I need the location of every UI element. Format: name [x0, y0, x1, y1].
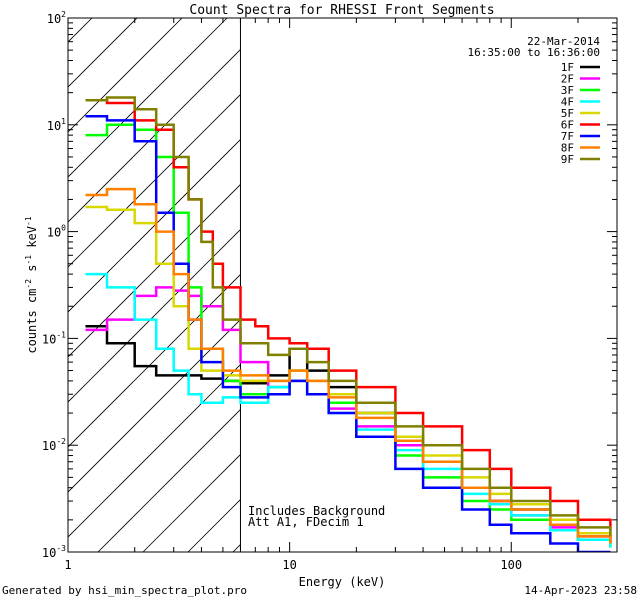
annotation-attenuator: Att A1, FDecim 1 — [248, 515, 364, 529]
y-tick-label-exponent: -1 — [56, 330, 66, 339]
y-tick-label-base: 10 — [42, 546, 56, 560]
y-tick-label-exponent: 0 — [61, 224, 66, 233]
y-tick-label: 100 — [47, 224, 66, 240]
hatch-line — [68, 18, 93, 43]
hatch-line — [68, 48, 241, 223]
hatch-line — [68, 18, 183, 133]
y-tick-label-exponent: -2 — [56, 437, 66, 446]
legend-label-1f: 1F — [561, 61, 574, 74]
legend-label-4f: 4F — [561, 96, 574, 109]
series-line-3f — [85, 123, 612, 548]
y-tick-label-base: 10 — [42, 439, 56, 453]
y-tick-label: 10-1 — [42, 330, 66, 346]
series-line-8f — [85, 187, 612, 544]
series-line-9f — [85, 96, 612, 537]
chart-title: Count Spectra for RHESSI Front Segments — [189, 3, 494, 18]
hatch-line — [0, 0, 113, 552]
legend-label-2f: 2F — [561, 73, 574, 86]
y-tick-label: 101 — [47, 117, 66, 133]
footer-timestamp: 14-Apr-2023 23:58 — [524, 584, 637, 597]
y-tick-label-base: 10 — [47, 12, 61, 26]
y-tick-label-base: 10 — [42, 332, 56, 346]
hatch-line — [68, 18, 138, 88]
y-label-exp-2: -1 — [24, 255, 33, 265]
legend-label-5f: 5F — [561, 107, 574, 120]
y-tick-label: 10-2 — [42, 437, 66, 453]
x-axis-label: Energy (keV) — [299, 575, 386, 589]
legend-label-8f: 8F — [561, 142, 574, 155]
background-hatch-region — [0, 0, 241, 552]
hatch-line — [68, 138, 241, 313]
annotation-background: Includes Background — [248, 504, 385, 518]
y-tick-label-exponent: 2 — [61, 10, 66, 19]
y-label-part-2: s — [25, 265, 39, 279]
y-tick-label-exponent: -3 — [56, 544, 66, 553]
series-lines — [85, 96, 612, 552]
y-tick-label-exponent: 1 — [61, 117, 66, 126]
legend-label-7f: 7F — [561, 130, 574, 143]
hatch-line — [68, 318, 241, 493]
x-tick-label: 1 — [64, 558, 71, 572]
y-label-part-1: counts cm — [25, 289, 39, 354]
y-tick-label: 10-3 — [42, 544, 66, 560]
axis-ticks — [67, 17, 618, 553]
footer-generated-by: Generated by hsi_min_spectra_plot.pro — [2, 584, 247, 597]
series-line-6f — [85, 98, 612, 531]
hatch-line — [68, 18, 228, 178]
y-tick-label-base: 10 — [47, 226, 61, 240]
x-tick-label: 10 — [282, 558, 296, 572]
legend-label-3f: 3F — [561, 84, 574, 97]
x-tick-labels: 1 10 100 — [64, 558, 522, 572]
y-tick-label: 102 — [47, 10, 66, 26]
y-label-part-3: keV — [25, 226, 39, 255]
plot-frame — [67, 17, 618, 553]
date-label: 22-Mar-2014 — [527, 35, 600, 48]
hatch-line — [68, 228, 241, 403]
hatch-line — [97, 408, 241, 552]
hatch-line — [68, 363, 241, 538]
y-label-exp-3: -1 — [24, 216, 33, 226]
series-line-7f — [85, 115, 611, 552]
hatch-line — [68, 93, 241, 268]
x-tick-label: 100 — [500, 558, 522, 572]
y-tick-label-base: 10 — [47, 119, 61, 133]
legend-label-6f: 6F — [561, 119, 574, 132]
y-axis-label: counts cm-2 s-1 keV-1 — [24, 216, 39, 353]
time-range-label: 16:35:00 to 16:36:00 — [468, 46, 600, 59]
y-label-exp-1: -2 — [24, 279, 33, 289]
legend-label-9f: 9F — [561, 153, 574, 166]
